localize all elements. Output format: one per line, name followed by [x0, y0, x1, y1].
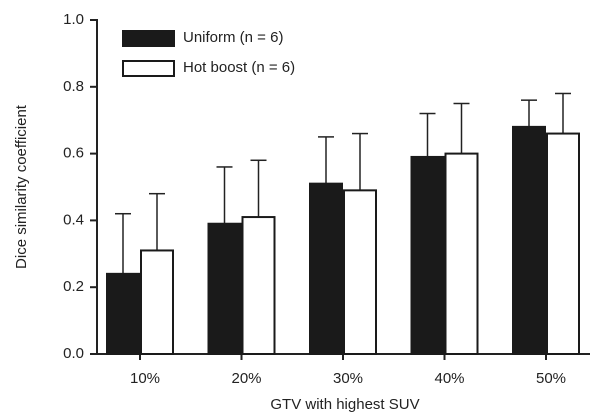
y-tick-label: 0.8	[63, 78, 84, 95]
legend-swatch	[122, 60, 175, 77]
x-tick-label: 10%	[130, 370, 160, 387]
x-tick-label: 20%	[231, 370, 261, 387]
bar	[140, 249, 174, 356]
x-tick-label: 50%	[536, 370, 566, 387]
legend-label: Hot boost (n = 6)	[183, 59, 295, 76]
bar	[309, 182, 343, 355]
legend-swatch	[122, 30, 175, 47]
bar	[207, 222, 242, 355]
y-tick-label: 0.2	[63, 278, 84, 295]
bar	[512, 125, 546, 355]
x-axis-title: GTV with highest SUV	[270, 396, 419, 413]
bar	[410, 155, 445, 355]
y-tick-label: 0.4	[63, 211, 84, 228]
x-tick-label: 30%	[333, 370, 363, 387]
bar	[546, 132, 580, 355]
y-tick-label: 1.0	[63, 11, 84, 28]
x-tick-label: 40%	[434, 370, 464, 387]
legend-label: Uniform (n = 6)	[183, 29, 283, 46]
y-axis-title: Dice similarity coefficient	[13, 104, 30, 269]
bar	[444, 152, 479, 355]
y-tick-label: 0.6	[63, 145, 84, 162]
bar	[106, 272, 140, 355]
bar	[241, 216, 276, 355]
y-tick-label: 0.0	[63, 345, 84, 362]
bar	[343, 189, 377, 355]
